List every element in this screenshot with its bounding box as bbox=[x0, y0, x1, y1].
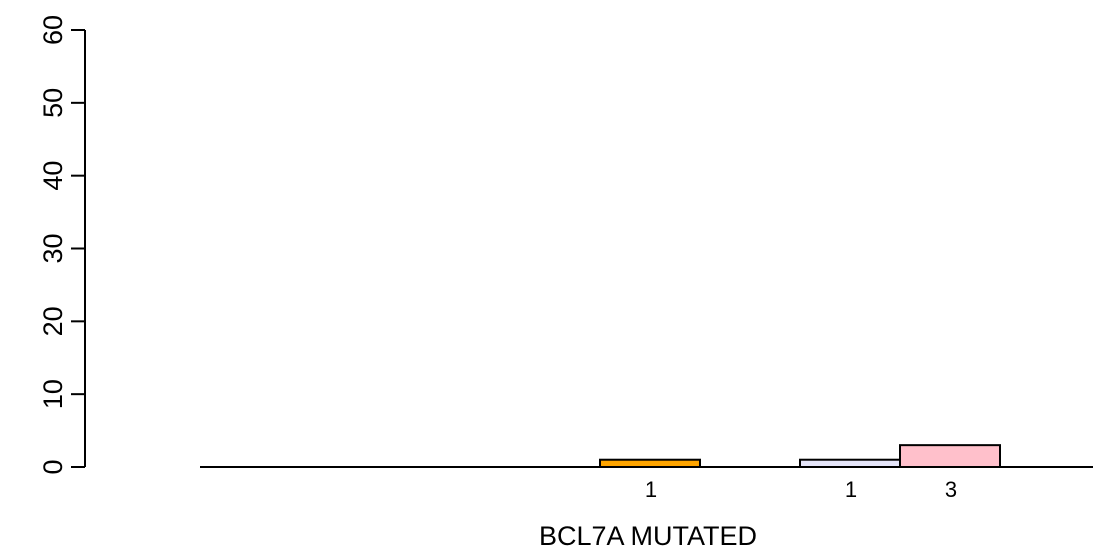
y-axis: 0 10 20 30 40 50 60 bbox=[38, 15, 86, 475]
y-tick-label: 40 bbox=[38, 161, 68, 191]
y-tick-label: 30 bbox=[38, 233, 68, 263]
bar-count-label: 1 bbox=[645, 477, 657, 502]
y-tick-label: 0 bbox=[38, 459, 68, 474]
bar-count-label: 1 bbox=[845, 477, 857, 502]
bars-group bbox=[200, 444, 1001, 469]
bar bbox=[599, 458, 701, 469]
y-tick-label: 10 bbox=[38, 379, 68, 409]
y-tick-label: 20 bbox=[38, 306, 68, 336]
bar bbox=[799, 458, 901, 469]
bar-labels: 1 1 3 bbox=[645, 477, 957, 502]
y-tick-label: 60 bbox=[38, 15, 68, 45]
x-axis-label: BCL7A MUTATED bbox=[539, 521, 757, 551]
bar-count-label: 3 bbox=[945, 477, 957, 502]
y-tick-label: 50 bbox=[38, 88, 68, 118]
bar bbox=[899, 444, 1001, 468]
